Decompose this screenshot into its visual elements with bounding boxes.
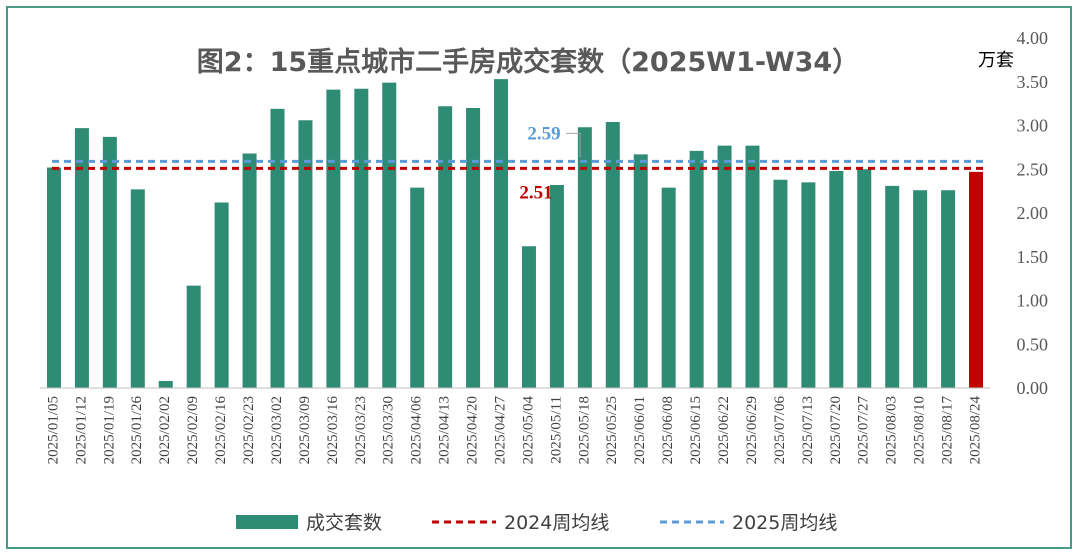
y-tick-label: 1.00 [1017, 291, 1049, 311]
bar-2025-07-20 [829, 171, 844, 388]
x-tick-label: 2025/06/15 [688, 396, 704, 464]
bar-2025-03-09 [298, 120, 313, 388]
bar-2025-06-01 [633, 154, 648, 389]
x-tick-label: 2025/07/20 [828, 396, 844, 464]
bar-2025-02-16 [214, 202, 229, 388]
bars-group [46, 79, 984, 389]
bar-2025-01-12 [74, 128, 89, 389]
x-tick-label: 2025/03/16 [325, 396, 341, 465]
bar-2025-04-06 [410, 187, 425, 389]
x-tick-label: 2025/01/05 [45, 396, 61, 464]
y-tick-label: 3.00 [1017, 116, 1049, 136]
bar-2025-05-04 [521, 246, 536, 388]
bar-2025-07-27 [857, 169, 872, 388]
y-axis: 0.00 0.50 1.00 1.50 2.00 2.50 3.00 3.50 4.00 [1017, 28, 1049, 398]
x-tick-label: 2025/08/03 [884, 396, 900, 464]
bar-2025-04-20 [466, 108, 481, 388]
x-tick-label: 2025/02/09 [185, 396, 201, 464]
bar-2025-04-27 [494, 79, 509, 389]
x-tick-label: 2025/07/27 [856, 396, 872, 465]
x-tick-label: 2025/06/01 [632, 396, 648, 464]
x-tick-label: 2025/08/10 [912, 396, 928, 464]
y-tick-label: 0.50 [1017, 334, 1049, 354]
y-tick-label: 2.00 [1017, 203, 1049, 223]
y-tick-label: 2.50 [1017, 159, 1049, 179]
bar-2025-04-13 [438, 106, 453, 388]
x-tick-label: 2025/05/25 [604, 396, 620, 464]
x-tick-label: 2025/01/26 [129, 396, 145, 465]
bar-2025-03-02 [270, 108, 285, 389]
x-axis: 2025/01/05 2025/01/12 2025/01/19 2025/01/26… [40, 387, 990, 465]
bar-2025-05-11 [549, 185, 564, 388]
legend-swatch-bars [236, 515, 298, 529]
bar-2025-02-09 [186, 285, 201, 389]
x-tick-label: 2025/02/16 [213, 396, 229, 465]
bar-2025-03-16 [326, 89, 341, 389]
bar-2025-07-13 [801, 182, 816, 389]
annotation-2025-average: 2.59 [527, 123, 560, 144]
x-tick-label: 2025/06/29 [744, 396, 760, 464]
x-tick-label: 2025/01/12 [73, 396, 89, 464]
x-tick-label: 2025/04/13 [437, 396, 453, 464]
annotation-2024-average: 2.51 [519, 182, 552, 203]
bar-2025-06-15 [689, 150, 704, 389]
x-tick-label: 2025/07/06 [772, 396, 788, 465]
bar-2025-07-06 [773, 179, 788, 388]
x-tick-label: 2025/04/27 [492, 396, 508, 465]
reference-lines: 2.59 2.51 [52, 123, 985, 203]
x-tick-label: 2025/04/20 [465, 396, 481, 464]
unit-label: 万套 [978, 50, 1014, 71]
y-tick-label: 3.50 [1017, 72, 1049, 92]
bar-2025-06-22 [717, 145, 732, 389]
bar-2025-05-18 [577, 127, 592, 388]
y-tick-label: 1.50 [1017, 247, 1049, 267]
bar-2025-08-03 [885, 185, 900, 389]
x-tick-label: 2025/03/02 [269, 396, 285, 464]
x-tick-label: 2025/08/24 [967, 396, 983, 465]
legend-label-bars: 成交套数 [306, 512, 382, 534]
x-tick-label: 2025/03/23 [353, 396, 369, 464]
y-tick-label: 4.00 [1017, 28, 1049, 48]
legend-label-2024-average: 2024周均线 [504, 512, 609, 534]
bar-2025-02-23 [242, 153, 257, 388]
bar-2025-08-24 [969, 171, 984, 388]
bar-2025-08-10 [913, 190, 928, 388]
annotation-leader-line [566, 132, 581, 158]
bar-2025-01-19 [102, 136, 117, 389]
x-tick-label: 2025/08/17 [940, 396, 956, 465]
bar-2025-03-30 [382, 82, 397, 389]
x-tick-label: 2025/02/23 [241, 396, 257, 464]
x-tick-label: 2025/05/11 [548, 396, 564, 464]
y-tick-label: 0.00 [1017, 378, 1049, 398]
legend: 成交套数 2024周均线 2025周均线 [236, 512, 837, 534]
x-tick-label: 2025/06/22 [716, 396, 732, 464]
x-tick-label: 2025/03/09 [297, 396, 313, 464]
bar-2025-08-17 [941, 190, 956, 388]
x-tick-label: 2025/05/18 [576, 396, 592, 464]
bar-2025-01-05 [46, 167, 61, 388]
x-tick-label: 2025/06/08 [660, 396, 676, 464]
bar-2025-06-08 [661, 187, 676, 389]
legend-label-2025-average: 2025周均线 [732, 512, 837, 534]
x-tick-label: 2025/05/04 [520, 396, 536, 465]
bar-2025-01-26 [130, 189, 145, 389]
bar-2025-05-25 [605, 122, 620, 388]
bar-2025-02-02 [158, 381, 173, 388]
bar-2025-03-23 [354, 88, 369, 388]
bar-2025-06-29 [745, 145, 760, 389]
chart-title: 图2：15重点城市二手房成交套数（2025W1-W34） [197, 46, 859, 78]
x-tick-label: 2025/04/06 [409, 396, 425, 465]
x-tick-label: 2025/01/19 [101, 396, 117, 464]
x-tick-label: 2025/07/13 [800, 396, 816, 464]
x-tick-label: 2025/03/30 [381, 396, 397, 464]
x-tick-label: 2025/02/02 [157, 396, 173, 464]
